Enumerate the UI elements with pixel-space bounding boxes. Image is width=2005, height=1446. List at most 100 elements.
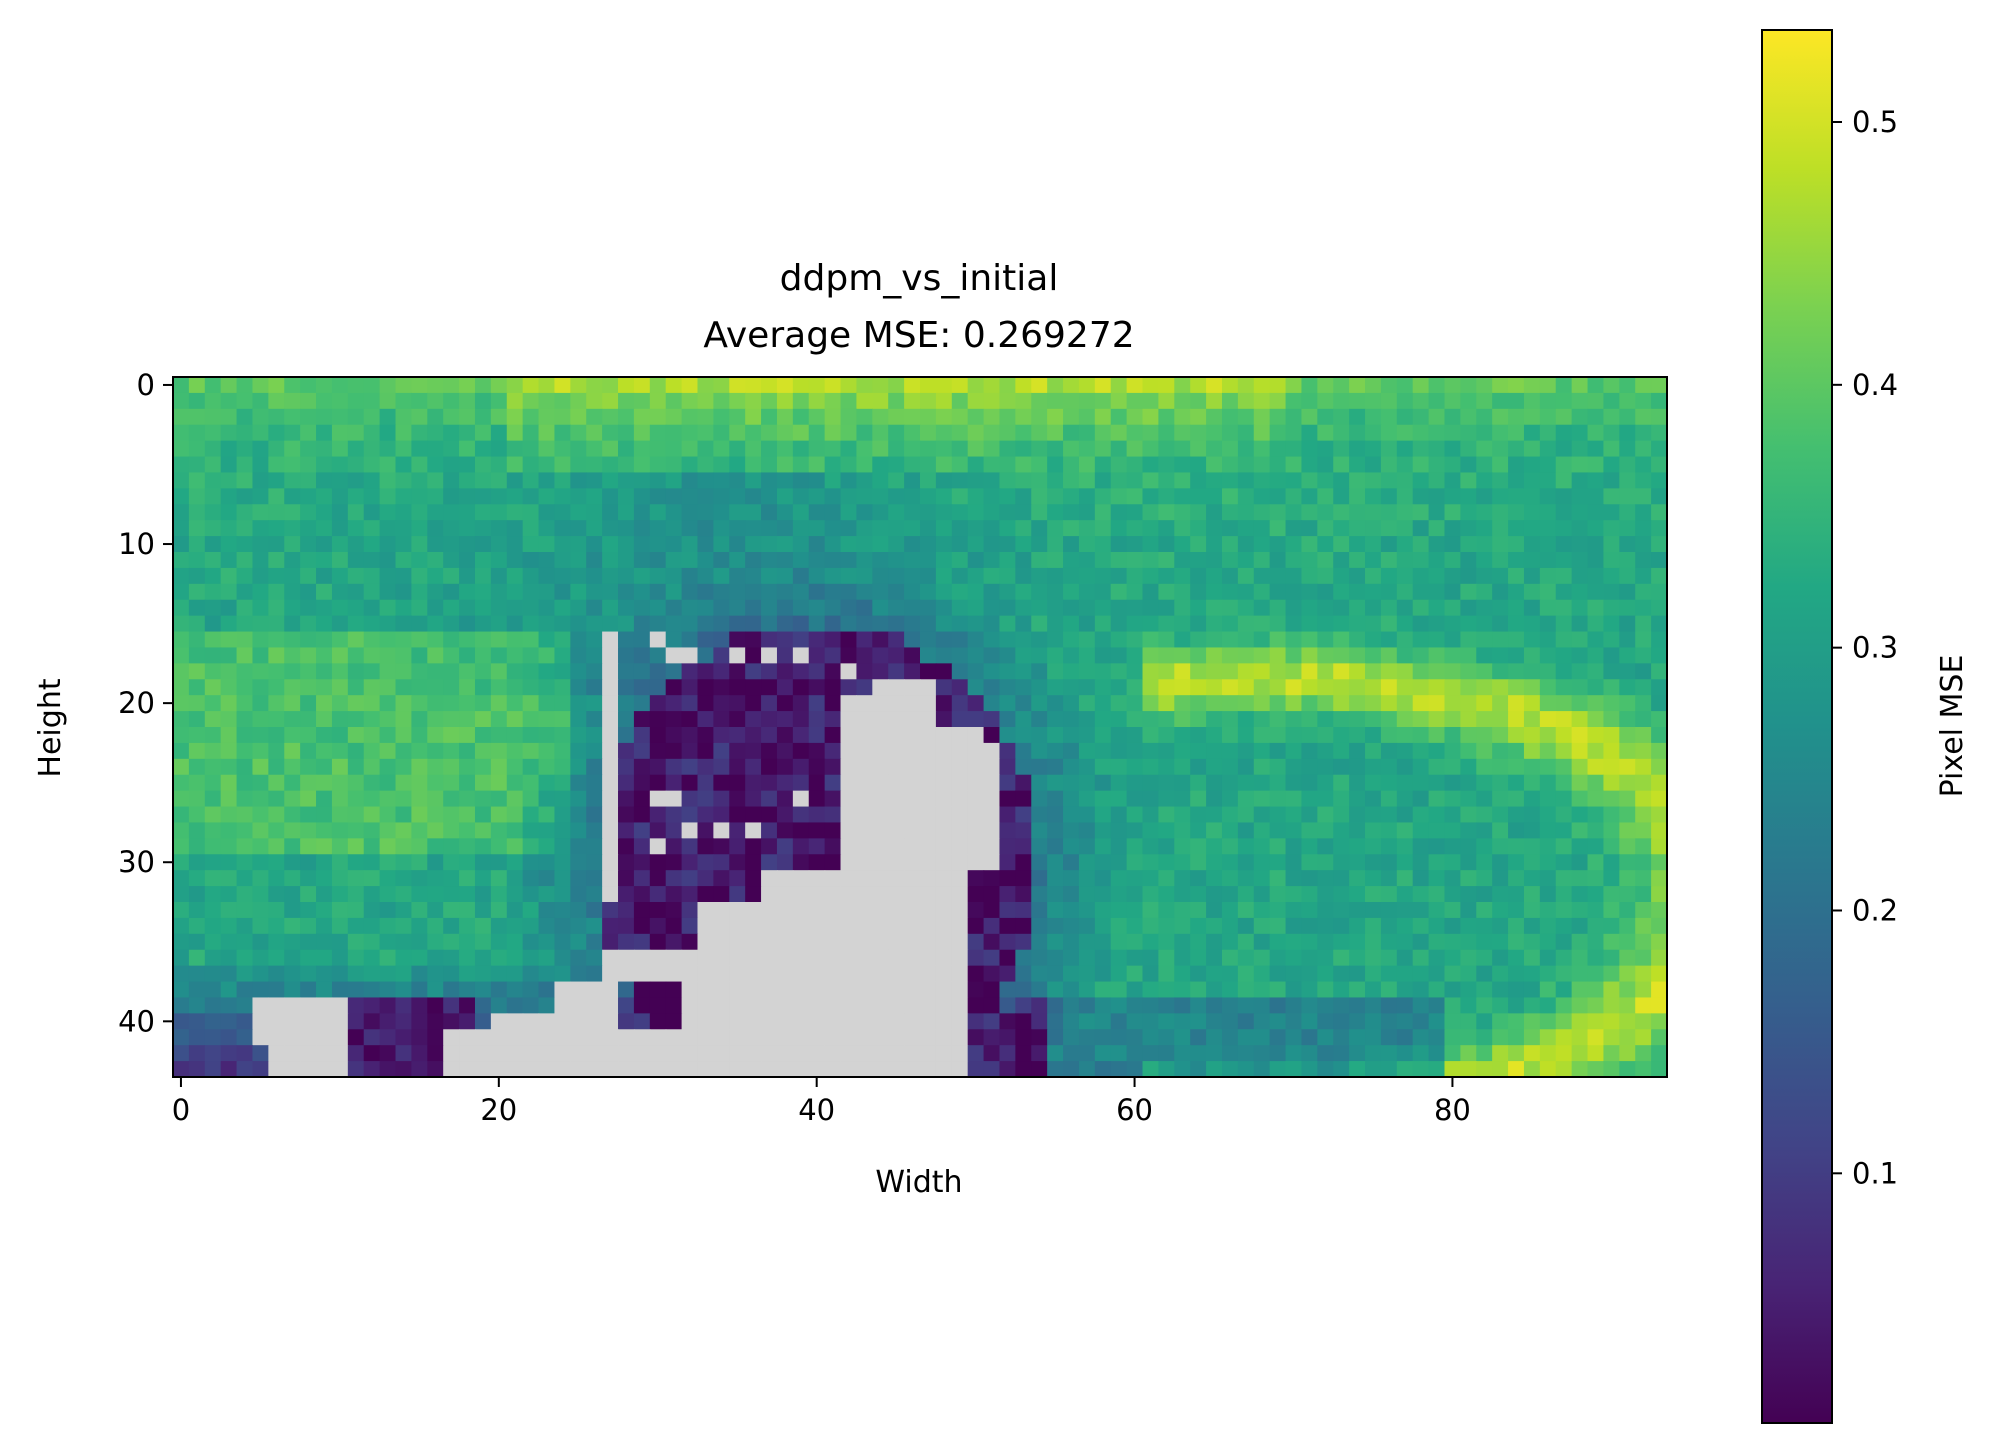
- heatmap-cell: [681, 536, 699, 553]
- heatmap-cell: [824, 917, 842, 935]
- heatmap-cell: [1031, 758, 1048, 776]
- heatmap-cell: [729, 488, 746, 505]
- heatmap-cell: [347, 981, 365, 999]
- heatmap-cell: [586, 774, 603, 792]
- heatmap-cell: [1539, 599, 1557, 617]
- heatmap-cell: [1031, 917, 1048, 935]
- heatmap-cell: [1508, 933, 1525, 951]
- heatmap-cell: [1237, 663, 1255, 680]
- heatmap-cell: [1571, 806, 1589, 824]
- heatmap-cell: [1285, 711, 1303, 728]
- heatmap-cell: [1444, 854, 1461, 871]
- heatmap-cell: [1237, 552, 1255, 569]
- heatmap-cell: [935, 854, 953, 871]
- heatmap-cell: [824, 583, 842, 601]
- heatmap-cell: [474, 440, 492, 458]
- heatmap-cell: [474, 902, 492, 919]
- heatmap-cell: [300, 504, 317, 521]
- heatmap-cell: [1333, 854, 1350, 871]
- heatmap-cell: [649, 377, 667, 394]
- heatmap-cell: [824, 758, 842, 776]
- heatmap-cell: [618, 408, 635, 426]
- heatmap-cell: [1539, 1029, 1557, 1046]
- heatmap-cell: [935, 1061, 953, 1078]
- heatmap-cell: [713, 567, 730, 585]
- heatmap-cell: [824, 663, 842, 680]
- heatmap-cell: [1396, 870, 1414, 887]
- heatmap-cell: [999, 933, 1016, 951]
- heatmap-cell: [1349, 806, 1366, 824]
- heatmap-cell: [459, 456, 476, 474]
- heatmap-cell: [395, 997, 412, 1014]
- heatmap-cell: [1063, 854, 1080, 871]
- heatmap-cell: [1508, 440, 1525, 458]
- heatmap-cell: [1126, 1013, 1144, 1030]
- heatmap-cell: [331, 695, 349, 712]
- heatmap-cell: [1158, 822, 1175, 839]
- heatmap-cell: [999, 1029, 1016, 1046]
- heatmap-cell: [1412, 965, 1430, 983]
- heatmap-cell: [792, 488, 810, 505]
- heatmap-cell: [363, 488, 381, 505]
- heatmap-cell: [204, 456, 222, 474]
- heatmap-cell: [888, 679, 905, 696]
- heatmap-cell: [1031, 408, 1048, 426]
- heatmap-cell: [618, 456, 635, 474]
- heatmap-cell: [697, 377, 714, 394]
- heatmap-cell: [1428, 631, 1446, 649]
- heatmap-cell: [697, 742, 714, 760]
- heatmap-cell: [856, 965, 873, 983]
- heatmap-cell: [888, 1061, 905, 1078]
- heatmap-cell: [347, 488, 365, 505]
- heatmap-cell: [808, 504, 826, 521]
- heatmap-cell: [379, 711, 397, 728]
- heatmap-cell: [379, 1061, 397, 1078]
- heatmap-cell: [935, 1013, 953, 1030]
- heatmap-cell: [1651, 854, 1668, 871]
- heatmap-cell: [586, 504, 603, 521]
- heatmap-cell: [1142, 567, 1159, 585]
- heatmap-cell: [824, 536, 842, 553]
- heatmap-cell: [363, 758, 381, 776]
- heatmap-cell: [459, 933, 476, 951]
- heatmap-cell: [284, 965, 301, 983]
- heatmap-cell: [1508, 917, 1525, 935]
- heatmap-cell: [554, 552, 571, 569]
- heatmap-cell: [1333, 456, 1350, 474]
- heatmap-cell: [872, 520, 889, 537]
- heatmap-cell: [951, 838, 969, 855]
- heatmap-cell: [967, 742, 985, 760]
- heatmap-cell: [236, 695, 254, 712]
- heatmap-cell: [1333, 472, 1350, 489]
- heatmap-cell: [904, 902, 921, 919]
- heatmap-cell: [1047, 727, 1064, 744]
- heatmap-cell: [173, 886, 190, 903]
- heatmap-cell: [761, 536, 778, 553]
- heatmap-cell: [1158, 838, 1175, 855]
- heatmap-cell: [1047, 806, 1064, 824]
- heatmap-cell: [459, 758, 476, 776]
- heatmap-cell: [1174, 392, 1191, 410]
- heatmap-cell: [824, 933, 842, 951]
- heatmap-cell: [331, 790, 349, 808]
- heatmap-cell: [920, 440, 937, 458]
- heatmap-cell: [1285, 488, 1303, 505]
- heatmap-cell: [1539, 790, 1557, 808]
- heatmap-cell: [1206, 567, 1223, 585]
- heatmap-cell: [1460, 790, 1477, 808]
- heatmap-cell: [649, 408, 667, 426]
- heatmap-cell: [490, 536, 508, 553]
- heatmap-cell: [776, 1061, 794, 1078]
- heatmap-cell: [1555, 870, 1573, 887]
- heatmap-cell: [395, 615, 412, 633]
- heatmap-cell: [220, 1013, 238, 1030]
- heatmap-cell: [1571, 711, 1589, 728]
- heatmap-cell: [1221, 615, 1239, 633]
- heatmap-cell: [761, 711, 778, 728]
- heatmap-cell: [236, 806, 254, 824]
- heatmap-cell: [920, 822, 937, 839]
- heatmap-cell: [792, 917, 810, 935]
- heatmap-cell: [204, 647, 222, 664]
- heatmap-cell: [1126, 520, 1144, 537]
- colorbar-tick-label: 0.1: [1852, 1156, 1898, 1190]
